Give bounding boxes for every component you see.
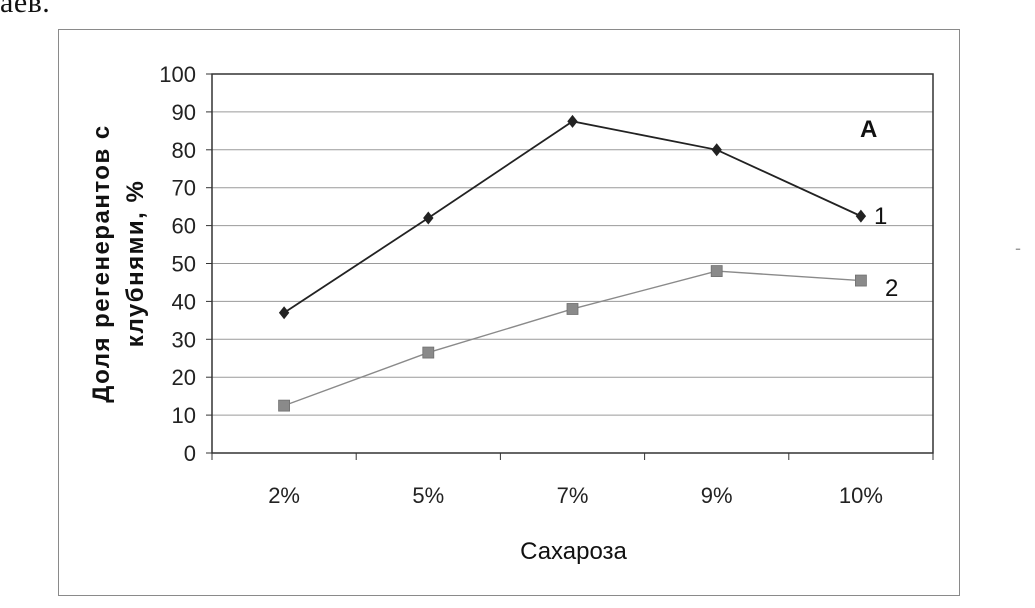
series-2-point — [278, 399, 291, 412]
panel-label: А — [860, 116, 877, 143]
y-tick-label: 20 — [172, 365, 196, 390]
x-tick-label: 7% — [557, 483, 589, 508]
x-axis-title: Сахароза — [520, 538, 627, 565]
y-tick-label: 90 — [172, 100, 196, 125]
y-tick-label: 60 — [172, 214, 196, 239]
y-tick-label: 30 — [172, 327, 196, 352]
x-tick-label: 10% — [839, 483, 883, 508]
y-tick-label: 80 — [172, 138, 196, 163]
series-2-point — [855, 274, 867, 287]
series-1-point — [711, 143, 722, 157]
series-2-line — [283, 270, 861, 407]
margin-mark: - — [1015, 238, 1021, 258]
x-tick-label: 2% — [268, 483, 300, 508]
series-1-label: 1 — [874, 203, 887, 230]
chart-frame — [58, 29, 960, 596]
series-2-point — [422, 346, 435, 359]
series-1-point — [567, 114, 578, 128]
y-tick-label: 50 — [172, 252, 196, 277]
series-2-point — [710, 265, 723, 277]
y-tick-label: 0 — [184, 441, 196, 466]
y-tick-label: 70 — [172, 176, 196, 201]
y-axis-title-line-1: Доля регенерантов с — [88, 124, 115, 402]
x-tick-labels: 2% 5% 7% 9% 10% — [211, 453, 934, 508]
page-text-fragment: аев. — [0, 0, 51, 19]
y-tick-label: 40 — [172, 289, 196, 314]
series-2-label: 2 — [885, 275, 898, 302]
y-axis-title-line-2: клубнями, % — [122, 180, 149, 348]
y-tick-label: 10 — [172, 403, 196, 428]
x-tick-label: 5% — [412, 483, 444, 508]
y-tick-label: 100 — [159, 62, 196, 87]
series-1-point — [855, 209, 867, 223]
series-2-point — [566, 303, 579, 315]
series-markers — [278, 114, 867, 412]
gridlines — [206, 73, 933, 454]
plot-area-border — [211, 73, 934, 454]
axes — [211, 73, 934, 454]
series-1-point — [423, 211, 434, 225]
y-tick-labels: 0 10 20 30 40 50 60 70 80 90 100 — [159, 62, 196, 466]
x-tick-label: 9% — [701, 483, 733, 508]
series-1-point — [278, 306, 290, 320]
